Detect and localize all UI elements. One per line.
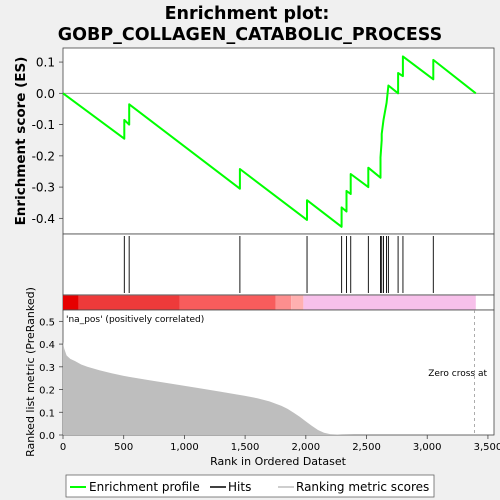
legend-ranking-metric-label: Ranking metric scores bbox=[296, 480, 429, 494]
metric-y-tick-label: 0.1 bbox=[39, 408, 55, 419]
metric-y-tick-label: 0.5 bbox=[39, 317, 55, 328]
es-y-tick-label: 0.0 bbox=[36, 87, 55, 101]
x-tick-label: 500 bbox=[114, 442, 133, 453]
metric-x-axis-label: Rank in Ordered Dataset bbox=[210, 455, 347, 468]
metric-y-axis-label: Ranked list metric (PreRanked) bbox=[24, 287, 37, 457]
positively-correlated-label: 'na_pos' (positively correlated) bbox=[66, 315, 204, 325]
es-y-axis-label: Enrichment score (ES) bbox=[13, 57, 29, 226]
metric-y-ticks: 0.0 0.1 0.2 0.3 0.4 0.5 bbox=[39, 317, 63, 442]
hits-markers bbox=[123, 236, 434, 293]
es-y-tick-label: 0.1 bbox=[36, 56, 55, 70]
metric-y-tick-label: 0.0 bbox=[39, 431, 55, 442]
es-y-tick-label: -0.1 bbox=[32, 118, 55, 132]
ranking-color-bar bbox=[63, 295, 476, 310]
enrichment-profile-line bbox=[62, 55, 477, 228]
color-bar-segment bbox=[303, 295, 476, 310]
ranking-metric-area bbox=[63, 341, 476, 435]
es-plot-area bbox=[62, 47, 495, 235]
legend-enrichment-profile-label: Enrichment profile bbox=[89, 480, 200, 494]
metric-y-tick-label: 0.3 bbox=[39, 363, 55, 374]
es-y-tick-label: -0.2 bbox=[32, 149, 55, 163]
metric-x-ticks: 0 500 1,000 1,500 2,000 2,500 3,000 3,500 bbox=[60, 435, 500, 453]
color-bar-segment bbox=[275, 295, 292, 310]
color-bar-segment bbox=[291, 295, 304, 310]
legend-hits-label: Hits bbox=[228, 480, 251, 494]
color-bar-segment bbox=[63, 295, 79, 310]
x-tick-label: 3,500 bbox=[474, 442, 500, 453]
es-y-tick-label: -0.3 bbox=[32, 181, 55, 195]
chart-title-line-2: GOBP_COLLAGEN_CATABOLIC_PROCESS bbox=[58, 25, 442, 45]
es-y-ticks: 0.1 0.0 -0.1 -0.2 -0.3 -0.4 bbox=[32, 56, 63, 226]
legend-box bbox=[65, 474, 435, 498]
x-tick-label: 0 bbox=[60, 442, 66, 453]
x-tick-label: 1,500 bbox=[231, 442, 260, 453]
x-tick-label: 2,500 bbox=[352, 442, 381, 453]
metric-y-tick-label: 0.2 bbox=[39, 386, 55, 397]
chart-title-line-1: Enrichment plot: bbox=[165, 4, 330, 24]
color-bar-segment bbox=[179, 295, 276, 310]
x-tick-label: 1,000 bbox=[170, 442, 199, 453]
color-bar-segment bbox=[78, 295, 180, 310]
zero-cross-label: Zero cross at bbox=[428, 369, 487, 379]
es-y-tick-label: -0.4 bbox=[32, 212, 55, 226]
hits-panel bbox=[62, 233, 495, 296]
x-tick-label: 2,000 bbox=[291, 442, 320, 453]
x-tick-label: 3,000 bbox=[413, 442, 442, 453]
metric-y-tick-label: 0.4 bbox=[39, 340, 55, 351]
